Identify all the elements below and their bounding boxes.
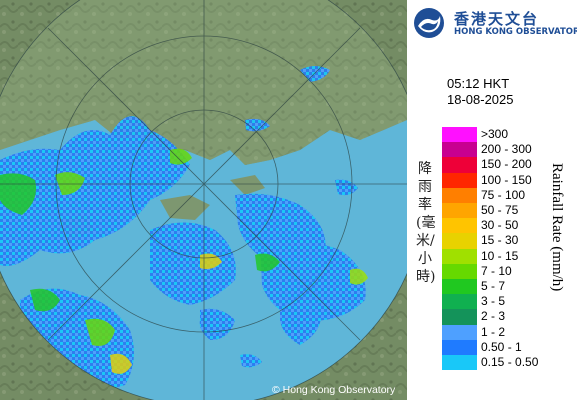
legend-item: 7 - 10 xyxy=(442,263,562,279)
legend-swatch xyxy=(442,233,477,249)
hko-logo-icon xyxy=(414,8,444,38)
legend-label: 5 - 7 xyxy=(481,279,506,293)
lantau-island xyxy=(160,195,210,220)
legend-swatch xyxy=(442,127,477,143)
legend-panel xyxy=(407,0,577,400)
legend-label: >300 xyxy=(481,127,509,141)
legend-swatch xyxy=(442,172,477,188)
legend-item: 75 - 100 xyxy=(442,187,562,203)
legend-item: 50 - 75 xyxy=(442,203,562,219)
legend-item: 0.50 - 1 xyxy=(442,339,562,355)
date-text: 18-08-2025 xyxy=(447,92,514,107)
legend-item: 5 - 7 xyxy=(442,279,562,295)
legend-item: 2 - 3 xyxy=(442,309,562,325)
legend-item: 3 - 5 xyxy=(442,294,562,310)
legend-item: 15 - 30 xyxy=(442,233,562,249)
timestamp: 05:12 HKT 18-08-2025 xyxy=(447,76,514,108)
legend-swatch xyxy=(442,355,477,371)
legend-swatch xyxy=(442,187,477,203)
legend-label: 50 - 75 xyxy=(481,203,519,217)
legend-swatch xyxy=(442,142,477,158)
legend-label: 2 - 3 xyxy=(481,309,506,324)
legend-swatch xyxy=(442,324,477,340)
legend-label: 10 - 15 xyxy=(481,248,519,263)
legend-item: >300 xyxy=(442,127,562,143)
legend-label: 15 - 30 xyxy=(481,233,519,248)
radar-map xyxy=(0,0,407,400)
logo-english-name: HONG KONG OBSERVATORY xyxy=(454,27,577,37)
range-rings xyxy=(0,0,407,400)
legend-item: 200 - 300 xyxy=(442,142,562,158)
legend-title-zh: 降雨率(毫米/小時) xyxy=(416,161,436,285)
legend-label: 200 - 300 xyxy=(481,142,532,157)
logo: 香港天文台 HONG KONG OBSERVATORY xyxy=(412,6,577,40)
legend-label: 30 - 50 xyxy=(481,218,519,233)
legend-label: 100 - 150 xyxy=(481,172,532,187)
legend-item: 0.15 - 0.50 xyxy=(442,355,562,371)
legend-swatch xyxy=(442,309,477,325)
legend-swatch xyxy=(442,339,477,355)
legend-label: 75 - 100 xyxy=(481,187,526,202)
legend-label: 3 - 5 xyxy=(481,294,506,309)
legend-label: 1 - 2 xyxy=(481,324,506,339)
legend-item: 30 - 50 xyxy=(442,218,562,234)
rain-echoes xyxy=(0,66,368,389)
legend-label: 0.15 - 0.50 xyxy=(481,355,539,369)
legend-swatch xyxy=(442,248,477,264)
copyright-text: © Hong Kong Observatory xyxy=(272,384,396,396)
legend-item: 100 - 150 xyxy=(442,172,562,188)
legend-item: 150 - 200 xyxy=(442,157,562,173)
legend-label: 0.50 - 1 xyxy=(481,339,522,354)
legend-swatch xyxy=(442,294,477,310)
legend-label: 150 - 200 xyxy=(481,157,532,172)
legend-swatch xyxy=(442,279,477,295)
legend-swatch xyxy=(442,263,477,279)
legend-swatch xyxy=(442,218,477,234)
time-text: 05:12 HKT xyxy=(447,76,510,91)
legend-label: 7 - 10 xyxy=(481,263,512,278)
legend-item: 10 - 15 xyxy=(442,248,562,264)
logo-chinese-name: 香港天文台 xyxy=(454,10,540,28)
legend-swatch xyxy=(442,203,477,219)
legend-swatch xyxy=(442,157,477,173)
legend-item: 1 - 2 xyxy=(442,324,562,340)
